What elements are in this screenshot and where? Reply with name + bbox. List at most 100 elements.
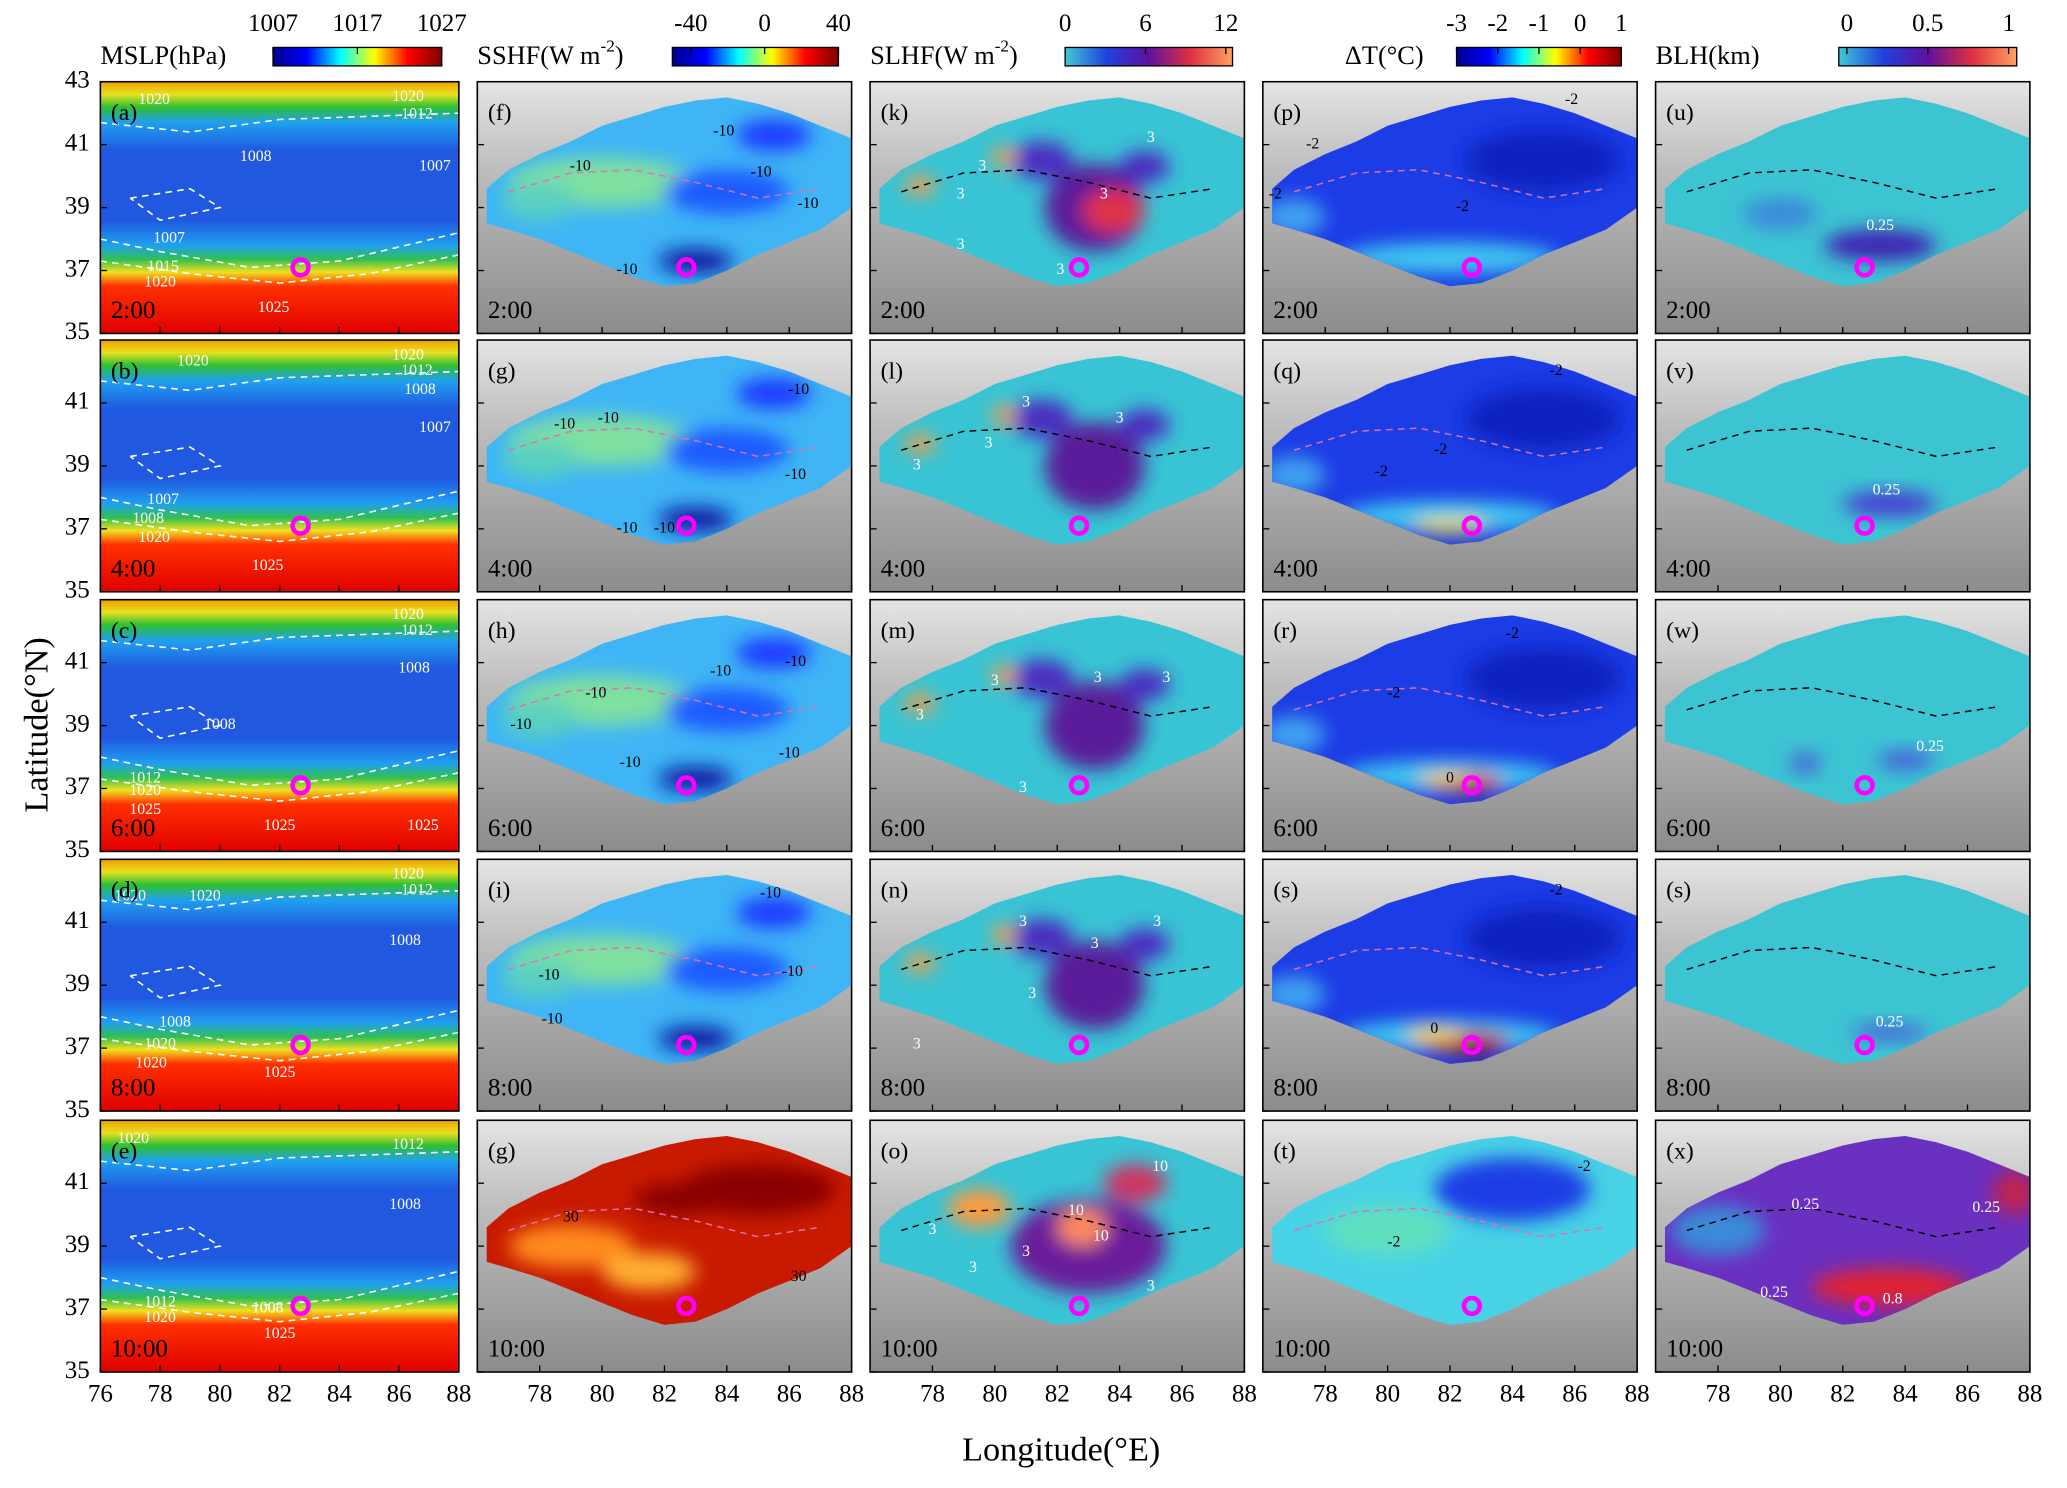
contour-label: 1025 [264, 817, 296, 834]
panel-frame [1262, 80, 1638, 335]
field-blob [1010, 919, 1073, 957]
panel-frame [99, 598, 460, 853]
contour-label: 3 [1162, 669, 1170, 686]
panel-letter: (g) [488, 358, 516, 384]
contour-label: -2 [1387, 685, 1400, 702]
panel-frame [1262, 1119, 1638, 1373]
field-blob [1340, 500, 1560, 532]
contour-label: 3 [969, 1259, 977, 1276]
panel-frame [99, 1119, 460, 1373]
contour-label: 1025 [264, 1064, 296, 1081]
field-blob [1044, 421, 1145, 510]
field-blob [633, 1183, 727, 1215]
field-blob [502, 700, 578, 739]
contour-label: -10 [779, 744, 800, 761]
y-tick-label: 35 [65, 836, 90, 863]
contour-label: 3 [1094, 669, 1102, 686]
map-panel: 10 10 10 3 3 3 3 (o) 10:00 [869, 1119, 1246, 1373]
panel-frame [869, 1119, 1246, 1373]
contour-label: -2 [1375, 463, 1388, 480]
contour-label: 30 [791, 1268, 807, 1285]
field-blob [904, 176, 936, 195]
x-tick-label: 88 [1232, 1380, 1257, 1407]
contour-label: -2 [1549, 362, 1562, 379]
panel-time: 2:00 [1273, 297, 1318, 324]
y-tick-label: 37 [65, 514, 90, 541]
x-tick-label: 82 [1830, 1380, 1855, 1407]
x-tick-label: 84 [327, 1380, 353, 1407]
map-panel: -2 0 (s) 8:00 [1262, 858, 1638, 1112]
x-tick-label: 76 [88, 1380, 113, 1407]
contour-label: -10 [788, 381, 809, 398]
x-tick-label: 80 [1375, 1380, 1400, 1407]
contour-line [100, 1292, 460, 1323]
panel-time: 2:00 [488, 297, 533, 324]
map-panel: 0.25 (v) 4:00 [1654, 339, 2031, 593]
contour-label: -10 [654, 519, 675, 536]
pressure-field [100, 599, 459, 852]
x-tick-label: 78 [527, 1380, 552, 1407]
pressure-field [100, 81, 459, 334]
field-blob [991, 925, 1017, 945]
panel-frame [476, 1119, 853, 1373]
contour-label: 3 [929, 1221, 937, 1238]
contour-label: 3 [1153, 913, 1161, 930]
contour-line [100, 749, 460, 787]
panel-time: 6:00 [881, 815, 926, 842]
title-end: ) [1009, 41, 1018, 70]
map-panel: 3 3 3 3 3 (n) 8:00 [869, 858, 1246, 1112]
y-tick-label: 35 [65, 1096, 90, 1123]
panel-time: 4:00 [1273, 555, 1318, 582]
pressure-field [100, 859, 459, 1112]
site-marker [1068, 257, 1090, 278]
panel-frame [1654, 80, 2031, 335]
field-blob [1010, 1198, 1167, 1294]
y-tick-label: 41 [65, 1168, 90, 1195]
field-blob [1119, 150, 1170, 183]
contour-label: -10 [785, 653, 806, 670]
contour-line [1293, 169, 1607, 199]
panel-letter: (w) [1666, 618, 1699, 644]
contour-label: -10 [539, 966, 560, 983]
site-marker [1854, 515, 1875, 536]
site-marker [1461, 775, 1483, 796]
field-detail [502, 377, 812, 532]
panel-letter: (i) [488, 878, 510, 904]
contour-line [1293, 946, 1607, 977]
contour-label: 10 [1093, 1227, 1109, 1244]
panel-time: 2:00 [1666, 297, 1711, 324]
contour-label: 0.25 [1972, 1199, 2000, 1216]
contour-label: -10 [710, 663, 731, 680]
map-panel: -2 -2 -2 -2 (p) 2:00 [1262, 80, 1638, 335]
field-blob [1465, 906, 1622, 970]
map-panel: 0.25 (s) 8:00 [1654, 858, 2031, 1112]
panel-time: 6:00 [111, 815, 156, 842]
x-tick-label: 80 [982, 1380, 1007, 1407]
site-marker [1068, 1034, 1090, 1056]
x-tick-label: 84 [714, 1380, 740, 1407]
contour-label: 1012 [144, 1293, 176, 1310]
site-marker [1854, 257, 1875, 278]
contour-label: 1020 [114, 888, 146, 905]
map-panel: 1020 10201012100810071007101510201025(a)2… [99, 80, 460, 335]
map-panel: 3 3 3 3 (l) 4:00 [869, 339, 1246, 593]
column-title: SSHF(W m-2) [477, 36, 623, 70]
field-blob [1340, 242, 1560, 274]
contour-label: -10 [751, 164, 772, 181]
contour-label: 3 [957, 236, 965, 253]
site-marker [676, 515, 697, 536]
map-panel: 1020 10201020101210081008102010201025(d)8… [99, 858, 460, 1112]
field-blob [1992, 1170, 2030, 1215]
colorbar-tick-label: -2 [1487, 10, 1508, 37]
contour-label: -2 [1456, 198, 1469, 215]
colorbar-tick-label: 1 [1615, 10, 1628, 37]
panel-letter: (v) [1666, 358, 1694, 384]
title-superscript: -2 [995, 36, 1009, 55]
site-marker [1854, 1295, 1875, 1317]
field-blob [1465, 646, 1622, 710]
site-marker [1854, 1034, 1875, 1056]
field-blob [1082, 188, 1145, 233]
contour-line [508, 946, 821, 977]
contour-line [508, 1207, 821, 1238]
map-panel: 3 3 3 3 3 (m) 6:00 [869, 598, 1246, 853]
